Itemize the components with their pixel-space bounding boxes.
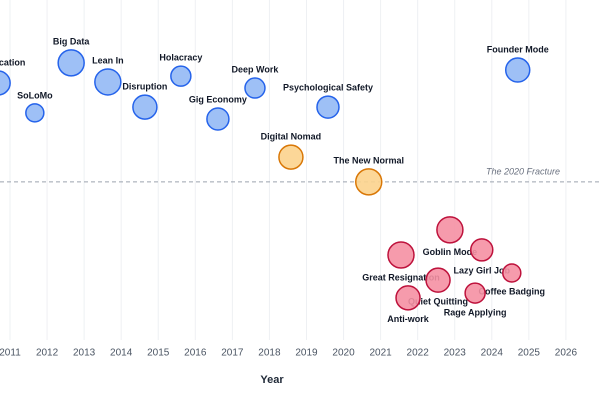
bubble — [436, 216, 464, 244]
x-tick-label: 2026 — [555, 348, 578, 359]
bubble-label: Digital Nomad — [261, 131, 322, 141]
bubble — [425, 267, 451, 293]
x-axis-label: Year — [260, 374, 284, 386]
bubble — [206, 107, 230, 131]
bubble — [170, 65, 192, 87]
bubble — [354, 168, 383, 196]
bubble-label: Big Data — [53, 36, 91, 46]
x-tick-label: 2015 — [147, 348, 170, 359]
x-tick-label: 2020 — [332, 348, 355, 359]
bubble-label: Holacracy — [159, 53, 202, 63]
bubble — [387, 241, 415, 269]
bubble — [464, 282, 486, 304]
x-tick-label: 2013 — [73, 348, 96, 359]
bubble — [278, 144, 304, 170]
bubble — [0, 70, 11, 96]
x-tick-label: 2023 — [444, 348, 467, 359]
bubble-label: Gig Economy — [189, 94, 247, 104]
bubble-label: Gamification — [0, 57, 25, 67]
bubble-label: Founder Mode — [487, 44, 549, 54]
x-tick-label: 2018 — [258, 348, 281, 359]
bubble-label: Lazy Girl Job — [454, 265, 511, 275]
bubble — [25, 103, 45, 123]
bubble — [316, 95, 340, 119]
bubble-label: SoLoMo — [17, 90, 53, 100]
bubble — [502, 263, 522, 283]
bubble-label: Rage Applying — [444, 307, 507, 317]
bubble — [57, 49, 85, 77]
x-tick-label: 2011 — [0, 348, 21, 359]
bubble — [504, 57, 531, 83]
bubble — [132, 94, 158, 120]
bubble-label: Anti-work — [387, 314, 429, 324]
reference-label: The 2020 Fracture — [486, 166, 560, 176]
bubble-label: The New Normal — [333, 155, 404, 165]
bubble-label: Deep Work — [232, 64, 280, 74]
x-tick-label: 2022 — [407, 348, 430, 359]
x-tick-label: 2012 — [36, 348, 59, 359]
bubble-label: Disruption — [122, 81, 167, 91]
bubble — [244, 77, 266, 99]
bubble-label: Psychological Safety — [283, 82, 373, 92]
bubble-label: Quiet Quitting — [408, 297, 468, 307]
x-tick-label: 2021 — [369, 348, 392, 359]
x-tick-label: 2025 — [518, 348, 541, 359]
bubble-label: Goblin Mode — [423, 247, 478, 257]
bubble-label: Lean In — [92, 55, 124, 65]
bubble-label: Great Resignation — [362, 272, 440, 282]
x-tick-label: 2024 — [481, 348, 504, 359]
bubble — [94, 68, 122, 96]
bubble — [470, 238, 494, 262]
x-tick-label: 2017 — [221, 348, 244, 359]
bubble — [395, 285, 421, 311]
bubble-label: Coffee Badging — [479, 286, 546, 296]
x-tick-label: 2019 — [295, 348, 318, 359]
x-tick-label: 2016 — [184, 348, 207, 359]
x-tick-label: 2014 — [110, 348, 133, 359]
